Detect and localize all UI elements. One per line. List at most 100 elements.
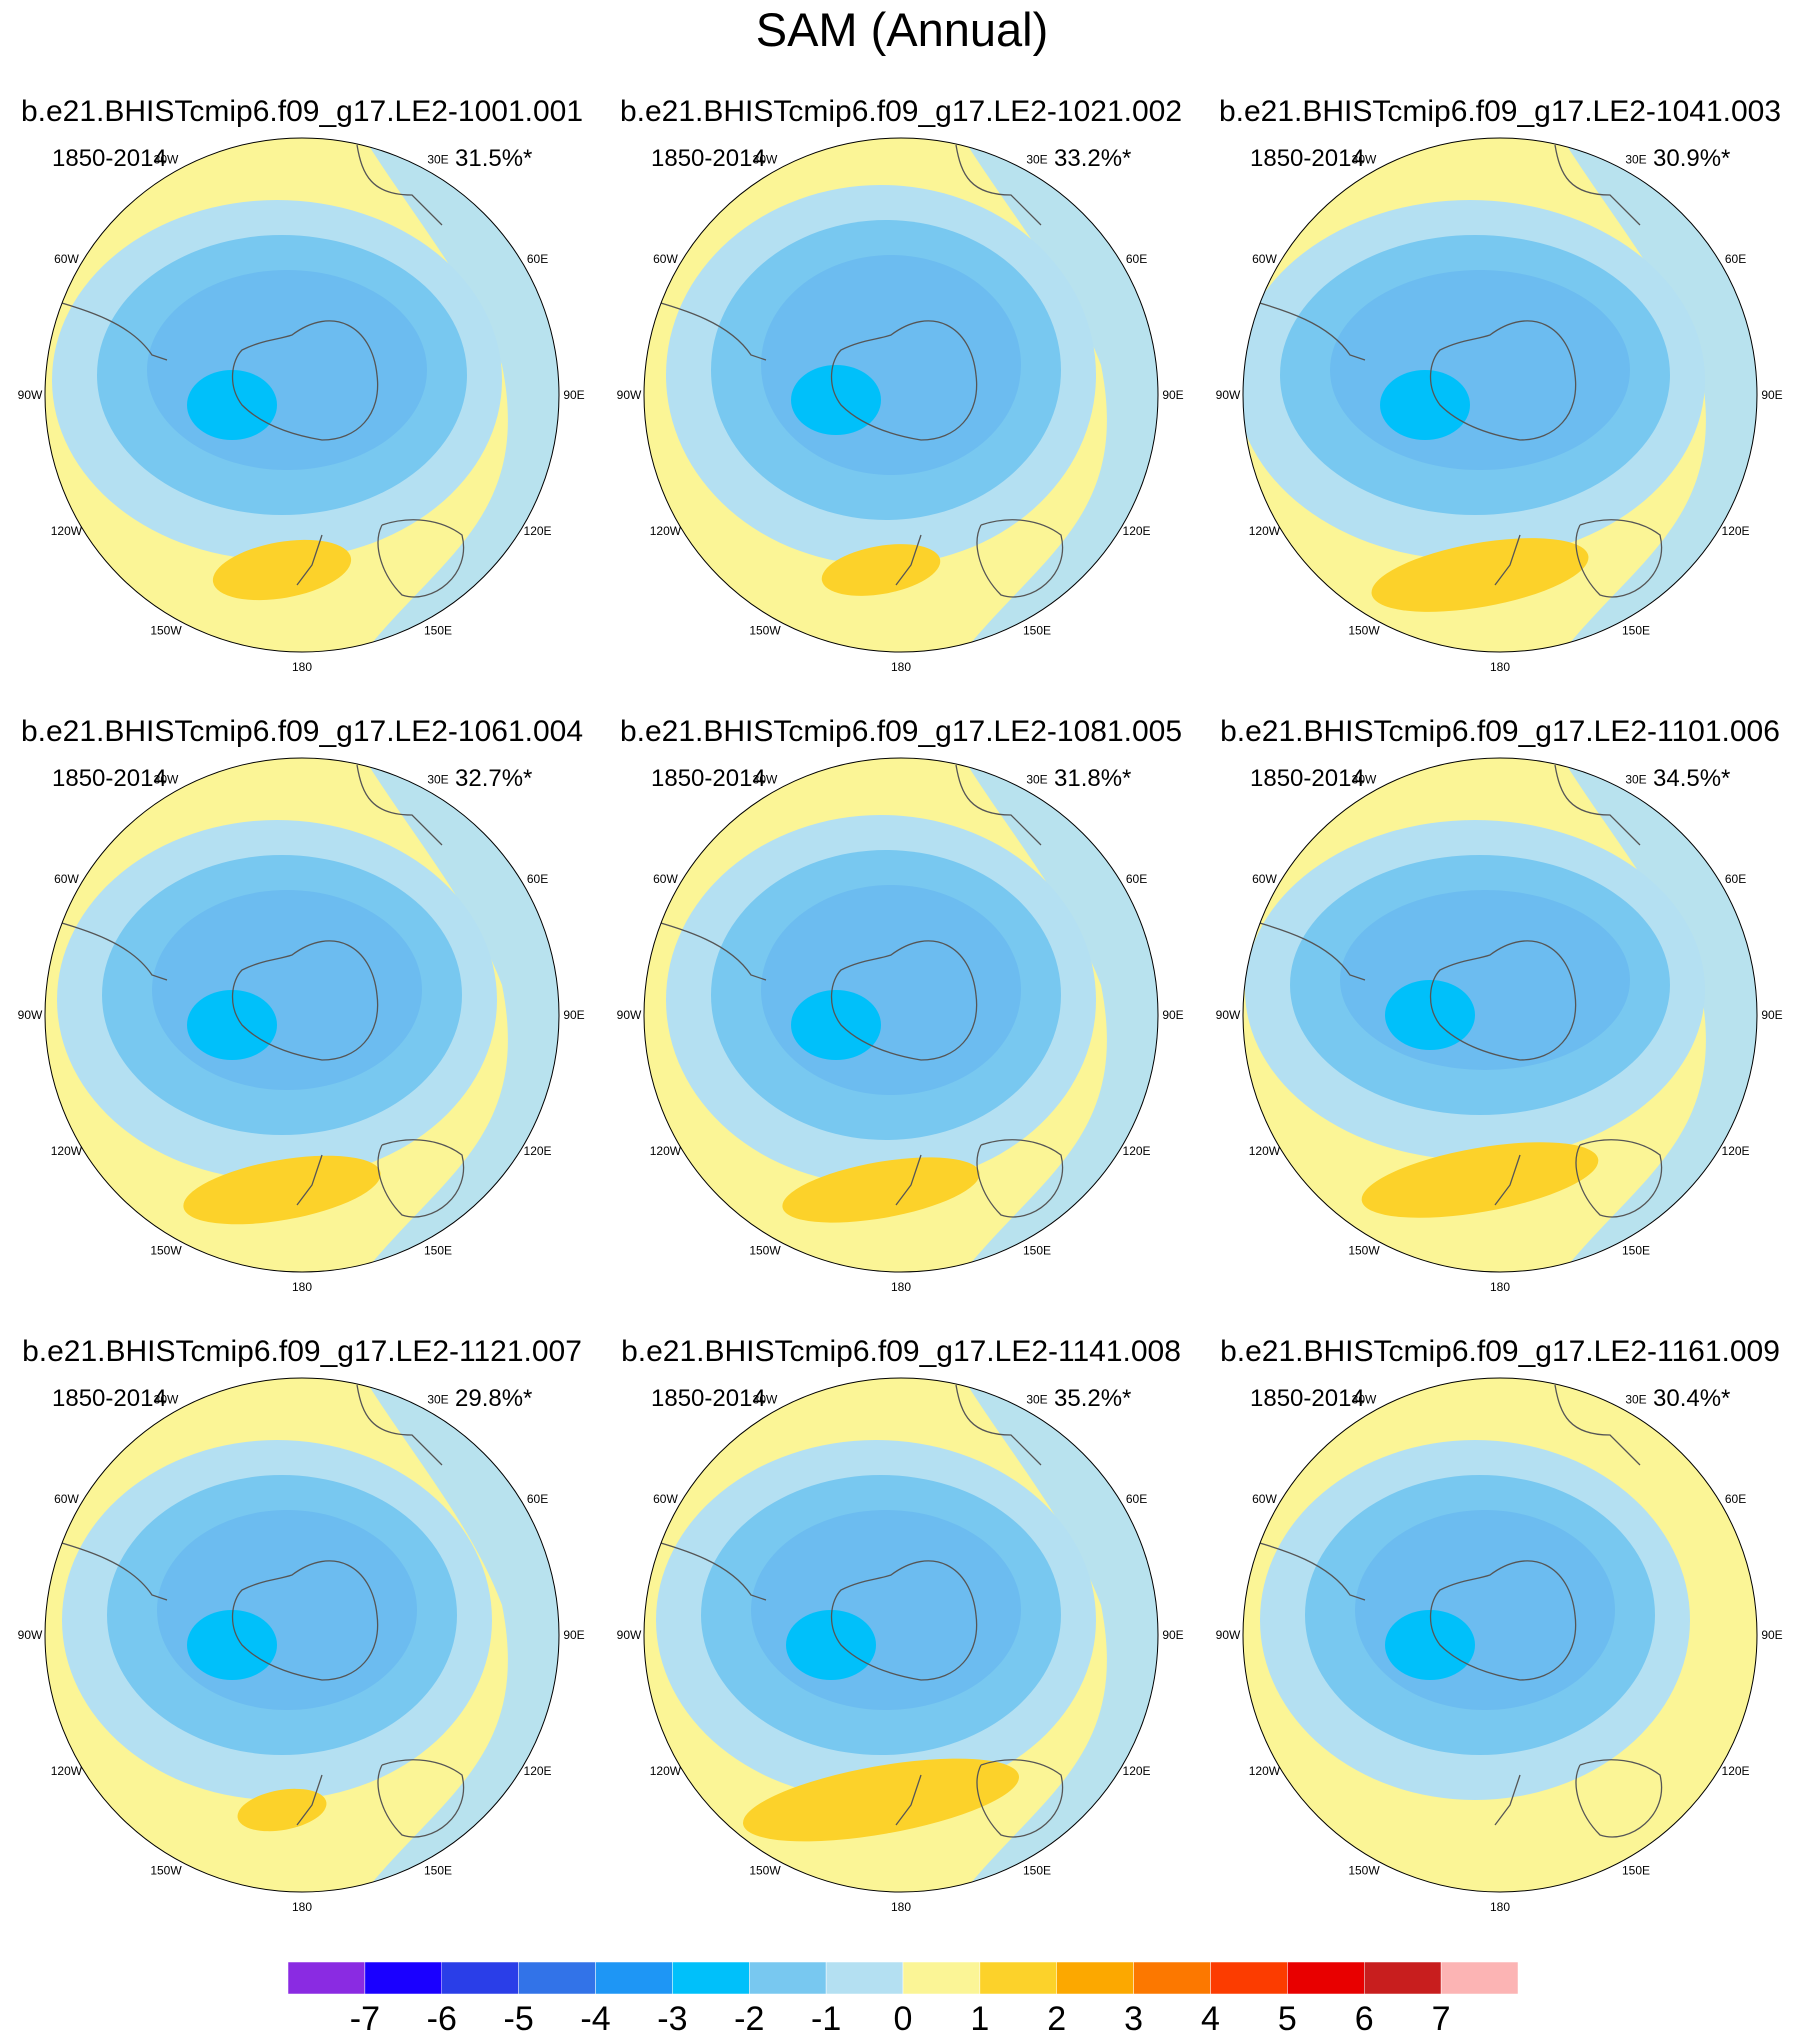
colorbar-swatch xyxy=(1287,1962,1365,1995)
contour-level-neg4 xyxy=(791,365,881,435)
map-panel: b.e21.BHISTcmip6.f09_g17.LE2-1001.001030… xyxy=(2,95,602,715)
longitude-label: 180 xyxy=(1490,660,1510,674)
longitude-label: 120E xyxy=(1123,1764,1151,1778)
contour-level-neg3 xyxy=(761,885,1021,1095)
period-label: 1850-2014 xyxy=(52,145,167,172)
panel-title: b.e21.BHISTcmip6.f09_g17.LE2-1081.005 xyxy=(619,715,1183,748)
longitude-label: 150E xyxy=(424,1244,452,1258)
contour-level-neg3 xyxy=(1330,270,1630,470)
longitude-label: 120E xyxy=(1722,1144,1750,1158)
longitude-label: 120W xyxy=(1249,1144,1281,1158)
longitude-label: 120E xyxy=(1722,524,1750,538)
coastlines xyxy=(1243,1384,1663,1838)
longitude-label: 60E xyxy=(1725,872,1746,886)
longitude-label: 90W xyxy=(617,1008,642,1022)
weak-negative-region xyxy=(961,758,1158,1272)
colorbar-tick-label: -5 xyxy=(504,2000,534,2038)
colorbar-swatch xyxy=(902,1962,981,1995)
longitude-label: 30W xyxy=(154,1392,179,1406)
longitude-label: 120E xyxy=(1722,1764,1750,1778)
map-panel: b.e21.BHISTcmip6.f09_g17.LE2-1101.006030… xyxy=(1200,715,1800,1335)
panel-title: b.e21.BHISTcmip6.f09_g17.LE2-1021.002 xyxy=(619,95,1183,128)
longitude-label: 90E xyxy=(563,1628,584,1642)
longitude-label: 30E xyxy=(1625,152,1646,166)
chart-title: SAM (Annual) xyxy=(755,3,1049,56)
coastlines xyxy=(644,1384,1064,1838)
contour-level-neg4 xyxy=(786,1610,876,1680)
colorbar-tick-label: -7 xyxy=(350,2000,380,2038)
colorbar-swatch xyxy=(441,1962,519,1995)
panel-title: b.e21.BHISTcmip6.f09_g17.LE2-1061.004 xyxy=(20,715,584,748)
longitude-label: 150W xyxy=(1348,1864,1380,1878)
weak-negative-region xyxy=(1560,138,1757,652)
map-panel: b.e21.BHISTcmip6.f09_g17.LE2-1121.007030… xyxy=(2,1335,602,1955)
variance-explained-label: 30.4%* xyxy=(1653,1385,1731,1412)
longitude-label: 180 xyxy=(1490,1280,1510,1294)
colorbar-tick-label: 0 xyxy=(894,2000,913,2038)
longitude-label: 30W xyxy=(753,152,778,166)
longitude-label: 30W xyxy=(753,1392,778,1406)
longitude-label: 30W xyxy=(1352,1392,1377,1406)
map-border xyxy=(643,137,1159,653)
period-label: 1850-2014 xyxy=(52,1385,167,1412)
map-border xyxy=(1242,1377,1758,1893)
polar-map: 030E60E90E120E150E180150W120W90W60W30W xyxy=(1216,137,1783,674)
longitude-label: 60E xyxy=(1126,1492,1147,1506)
longitude-label: 120W xyxy=(650,524,682,538)
longitude-label: 180 xyxy=(891,660,911,674)
longitude-label: 150W xyxy=(1348,624,1380,638)
longitude-label: 30E xyxy=(427,772,448,786)
longitude-label: 150W xyxy=(749,1244,781,1258)
longitude-label: 120E xyxy=(524,1764,552,1778)
longitude-label: 150W xyxy=(150,1244,182,1258)
longitude-label: 30E xyxy=(1026,772,1047,786)
colorbar-swatch xyxy=(518,1962,596,1995)
colorbar: -7 -6 -5 -4 -3 -2 -1 0 1 2 3 4 5 6 7 xyxy=(288,1962,1519,2038)
longitude-label: 60E xyxy=(1126,872,1147,886)
colorbar-swatch xyxy=(595,1962,673,1995)
colorbar-swatch xyxy=(1210,1962,1288,1995)
longitude-label: 60W xyxy=(54,872,79,886)
colorbar-swatch xyxy=(288,1962,366,1995)
longitude-label: 150W xyxy=(749,624,781,638)
longitude-label: 60E xyxy=(527,872,548,886)
map-panel: b.e21.BHISTcmip6.f09_g17.LE2-1021.002030… xyxy=(601,95,1201,715)
weak-negative-region xyxy=(1560,758,1757,1272)
panel-title: b.e21.BHISTcmip6.f09_g17.LE2-1141.008 xyxy=(621,1335,1181,1368)
longitude-label: 60W xyxy=(1252,872,1277,886)
colorbar-tick-label: 7 xyxy=(1432,2000,1451,2038)
map-border xyxy=(1242,757,1758,1273)
positive-anomaly xyxy=(237,1788,327,1832)
longitude-label: 60W xyxy=(653,872,678,886)
period-label: 1850-2014 xyxy=(651,145,766,172)
colorbar-tick-label: -2 xyxy=(734,2000,764,2038)
variance-explained-label: 31.8%* xyxy=(1054,765,1132,792)
longitude-label: 90W xyxy=(617,1628,642,1642)
positive-anomaly xyxy=(1361,1142,1599,1218)
positive-anomaly xyxy=(782,1157,980,1223)
panel-title: b.e21.BHISTcmip6.f09_g17.LE2-1041.003 xyxy=(1218,95,1782,128)
longitude-label: 120W xyxy=(51,1764,83,1778)
period-label: 1850-2014 xyxy=(52,765,167,792)
polar-map: 030E60E90E120E150E180150W120W90W60W30W xyxy=(18,1377,585,1914)
longitude-label: 60E xyxy=(527,1492,548,1506)
longitude-label: 30E xyxy=(1026,152,1047,166)
panel-title: b.e21.BHISTcmip6.f09_g17.LE2-1121.007 xyxy=(22,1335,582,1368)
map-panel: b.e21.BHISTcmip6.f09_g17.LE2-1081.005030… xyxy=(601,715,1201,1335)
panel-title: b.e21.BHISTcmip6.f09_g17.LE2-1001.001 xyxy=(20,95,584,128)
polar-map: 030E60E90E120E150E180150W120W90W60W30W xyxy=(1216,1377,1783,1914)
longitude-label: 150E xyxy=(1023,1244,1051,1258)
positive-anomaly xyxy=(743,1758,1019,1842)
longitude-label: 30W xyxy=(1352,772,1377,786)
longitude-label: 60W xyxy=(1252,1492,1277,1506)
longitude-label: 120W xyxy=(51,1144,83,1158)
colorbar-tick-label: -1 xyxy=(811,2000,841,2038)
longitude-label: 90E xyxy=(1162,388,1183,402)
contour-level-neg3 xyxy=(1340,890,1630,1070)
contour-level-neg4 xyxy=(1385,1610,1475,1680)
longitude-label: 60E xyxy=(1126,252,1147,266)
longitude-label: 60W xyxy=(1252,252,1277,266)
longitude-label: 150W xyxy=(749,1864,781,1878)
longitude-label: 30W xyxy=(1352,152,1377,166)
colorbar-tick-label: 3 xyxy=(1124,2000,1143,2038)
